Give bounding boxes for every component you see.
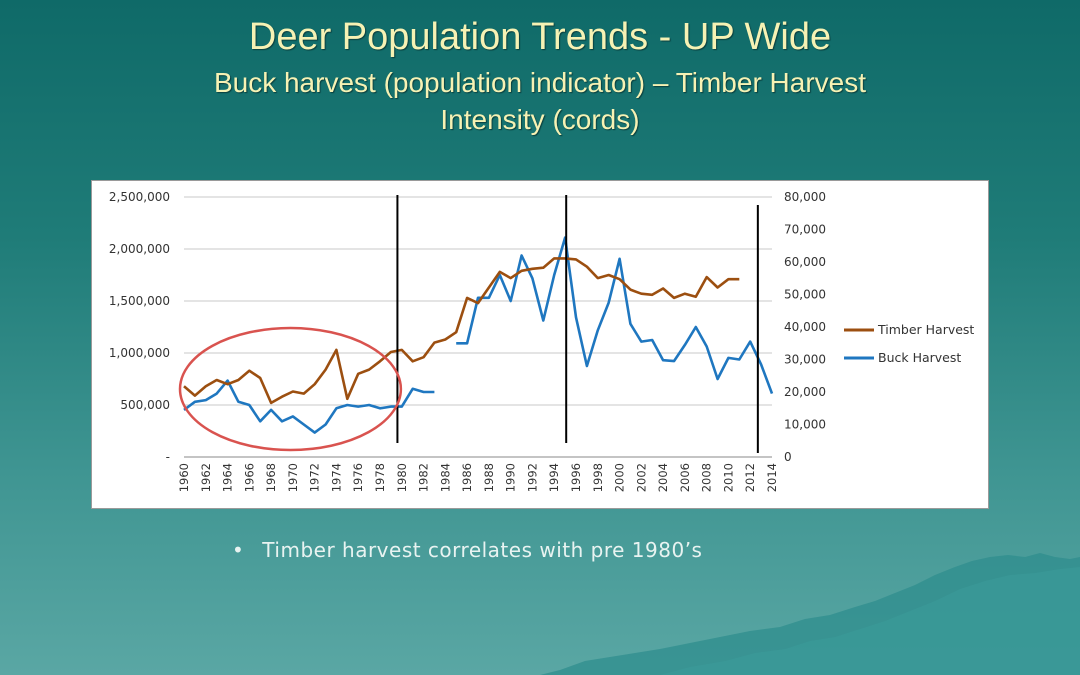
slide-subtitle: Buck harvest (population indicator) – Ti… <box>0 64 1080 138</box>
series-lines <box>183 236 774 434</box>
x-tick-label: 2012 <box>743 463 757 492</box>
highlight-ellipse <box>178 326 403 452</box>
x-tick-label: 1966 <box>242 463 256 492</box>
right-tick-label: 10,000 <box>784 418 826 432</box>
mountain-decoration <box>540 553 1080 675</box>
right-tick-label: 0 <box>784 450 792 464</box>
left-tick-label: 1,500,000 <box>109 294 170 308</box>
subtitle-line-2: Intensity (cords) <box>440 104 640 135</box>
bullet-point: • Timber harvest correlates with pre 1980… <box>232 538 702 562</box>
right-tick-label: 80,000 <box>784 190 826 204</box>
right-tick-label: 60,000 <box>784 255 826 269</box>
x-tick-label: 1964 <box>221 463 235 492</box>
x-tick-label: 1986 <box>460 463 474 492</box>
bullet-text: Timber harvest correlates with pre 1980’… <box>262 538 703 562</box>
x-tick-label: 2002 <box>634 463 648 492</box>
x-tick-label: 1990 <box>504 463 518 492</box>
legend-label-1: Timber Harvest <box>877 322 974 337</box>
legend-label-2: Buck Harvest <box>878 350 961 365</box>
x-tick-label: 1998 <box>591 463 605 492</box>
left-tick-label: 2,000,000 <box>109 242 170 256</box>
right-tick-label: 70,000 <box>784 223 826 237</box>
x-tick-label: 1962 <box>199 463 213 492</box>
chart-svg: - 500,000 1,000,000 1,500,000 2,000,000 2,500… <box>109 190 975 492</box>
x-tick-label: 1984 <box>438 463 452 492</box>
right-tick-label: 30,000 <box>784 353 826 367</box>
x-tick-label: 2004 <box>656 463 670 492</box>
x-tick-label: 1982 <box>417 463 431 492</box>
gridlines <box>184 196 772 458</box>
x-tick-label: 1960 <box>177 463 191 492</box>
left-axis-labels: - 500,000 1,000,000 1,500,000 2,000,000 2,500… <box>109 190 170 464</box>
x-tick-label: 1978 <box>373 463 387 492</box>
subtitle-line-1: Buck harvest (population indicator) – Ti… <box>213 67 867 98</box>
annotations <box>178 195 759 453</box>
right-tick-label: 40,000 <box>784 320 826 334</box>
x-tick-label: 1968 <box>264 463 278 492</box>
right-tick-label: 20,000 <box>784 385 826 399</box>
x-tick-label: 1974 <box>329 463 343 492</box>
right-tick-label: 50,000 <box>784 288 826 302</box>
slide-title: Deer Population Trends - UP Wide <box>248 16 832 58</box>
x-tick-label: 1972 <box>308 463 322 492</box>
x-tick-label: 2006 <box>678 463 692 492</box>
left-tick-label: - <box>166 450 170 464</box>
left-tick-label: 2,500,000 <box>109 190 170 204</box>
x-tick-label: 2010 <box>721 463 735 492</box>
x-tick-label: 1994 <box>547 463 561 492</box>
x-tick-label: 1980 <box>395 463 409 492</box>
x-axis-labels: 1960 1962 1964 1966 1968 1970 1972 1974 1976 1978… <box>177 463 779 492</box>
timber-harvest-line <box>183 257 740 405</box>
x-tick-label: 2000 <box>613 463 627 492</box>
x-tick-label: 2008 <box>700 463 714 492</box>
right-axis-labels: 0 10,000 20,000 30,000 40,000 50,000 60,000 70,… <box>784 190 826 464</box>
x-tick-label: 1988 <box>482 463 496 492</box>
x-tick-label: 2014 <box>765 463 779 492</box>
buck-harvest-line-2 <box>456 236 774 395</box>
x-tick-label: 1992 <box>525 463 539 492</box>
left-tick-label: 1,000,000 <box>109 346 170 360</box>
x-tick-label: 1970 <box>286 463 300 492</box>
left-tick-label: 500,000 <box>120 398 170 412</box>
chart-panel: - 500,000 1,000,000 1,500,000 2,000,000 2,500… <box>91 180 989 509</box>
bullet-icon: • <box>232 538 245 562</box>
x-tick-label: 1996 <box>569 463 583 492</box>
x-tick-label: 1976 <box>351 463 365 492</box>
legend: Timber Harvest Buck Harvest <box>844 322 974 365</box>
